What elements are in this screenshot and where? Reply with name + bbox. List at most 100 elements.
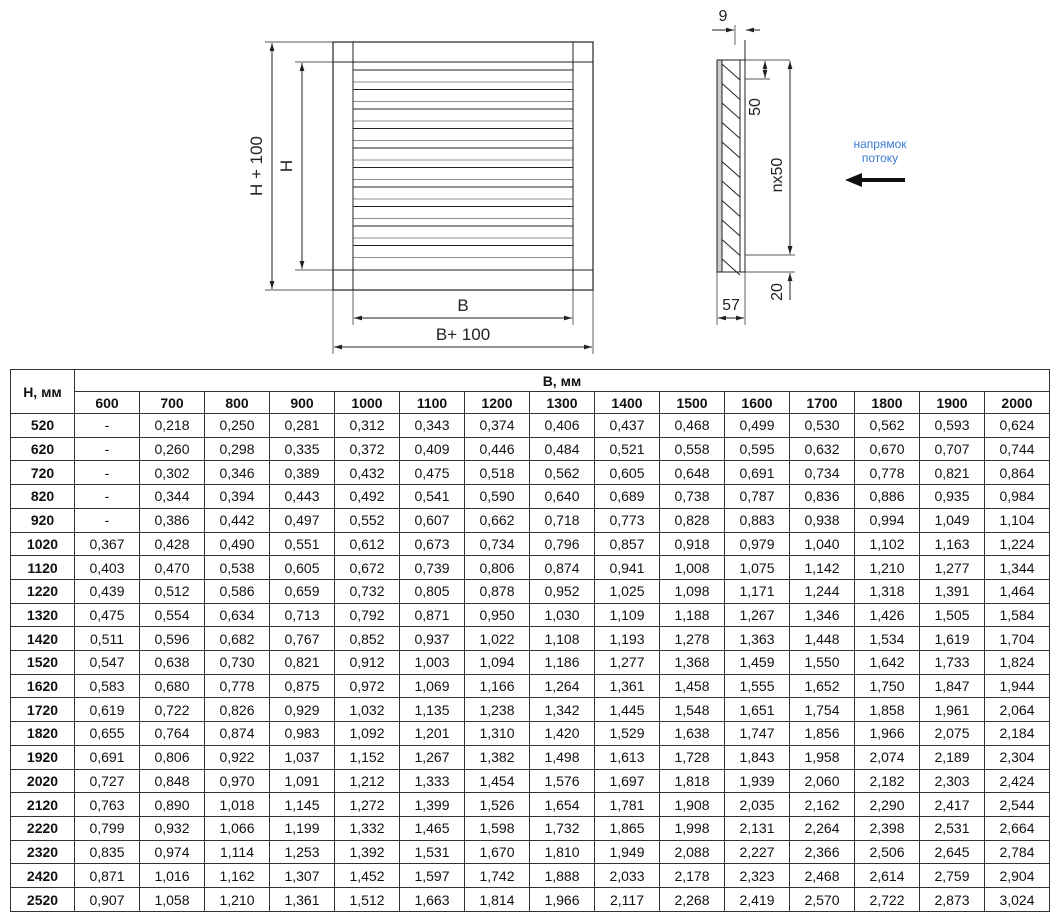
table-cell: 0,787 [724, 484, 790, 509]
table-cell: 1,346 [789, 602, 855, 628]
table-cell: 0,302 [139, 460, 205, 486]
row-label: 2120 [10, 792, 75, 817]
table-cell: 0,552 [334, 507, 400, 533]
table-cell: 1,728 [659, 744, 725, 770]
table-cell: 0,428 [139, 531, 205, 557]
table-cell: 2,162 [789, 792, 855, 817]
table-cell: 2,873 [919, 887, 985, 912]
table-cell: 0,864 [984, 460, 1050, 486]
table-cell: 0,826 [204, 697, 270, 723]
table-cell: 0,409 [399, 436, 465, 462]
table-cell: 0,386 [139, 507, 205, 533]
table-cell: 2,290 [854, 792, 920, 817]
table-cell: 1,244 [789, 578, 855, 604]
row-label: 520 [10, 413, 75, 438]
table-cell: 0,468 [659, 413, 725, 438]
louver [721, 258, 741, 276]
dimension-label: H [277, 160, 296, 172]
table-cell: 0,972 [334, 673, 400, 699]
table-cell: 0,857 [594, 531, 660, 557]
table-cell: 0,713 [269, 602, 335, 628]
flow-arrow [845, 173, 905, 187]
table-cell: 0,312 [334, 413, 400, 438]
table-cell: - [74, 436, 140, 462]
table-row: 2120 0,763 0,890 1,018 1,145 1,272 1,399 1,526 1… [10, 792, 1050, 817]
table-cell: 1,277 [594, 650, 660, 675]
table-cell: 1,030 [529, 602, 595, 628]
table-cell: 1,584 [984, 602, 1050, 628]
table-cell: 0,907 [74, 887, 140, 912]
dimension-label: 20 [769, 283, 786, 301]
table-cell: 1,888 [529, 863, 595, 889]
row-label: 2220 [10, 815, 75, 841]
table-cell: 0,406 [529, 413, 595, 438]
table-row: 620-0,260 0,298 0,335 0,372 0,409 0,446 0,484 0… [10, 436, 1050, 462]
table-cell: 1,619 [919, 626, 985, 652]
row-label: 820 [10, 484, 75, 509]
table-cell: 1,856 [789, 721, 855, 746]
table-cell: 2,468 [789, 863, 855, 889]
table-cell: 0,952 [529, 578, 595, 604]
dimension-label: 50 [747, 98, 764, 116]
table-cell: 0,929 [269, 697, 335, 723]
table-cell: 2,060 [789, 768, 855, 794]
table-row: 720-0,302 0,346 0,389 0,432 0,475 0,518 0,562 0… [10, 460, 1050, 486]
louver [721, 161, 741, 178]
dimension-label: H + 100 [247, 136, 266, 196]
table-cell: 0,484 [529, 436, 595, 462]
row-label: 2020 [10, 768, 75, 794]
column-label: 1200 [464, 391, 530, 414]
table-cell: 1,114 [204, 839, 270, 865]
table-cell: 0,596 [139, 626, 205, 652]
table-cell: 0,672 [334, 555, 400, 580]
table-cell: 0,446 [464, 436, 530, 462]
dimension-label: B+ 100 [436, 325, 490, 344]
table-cell: 1,238 [464, 697, 530, 723]
table-row: 520-0,218 0,250 0,281 0,312 0,343 0,374 0,406 0… [10, 413, 1050, 438]
column-label: 1100 [399, 391, 465, 414]
table-cell: 1,555 [724, 673, 790, 699]
table-cell: 0,950 [464, 602, 530, 628]
table-cell: 1,670 [464, 839, 530, 865]
table-cell: 1,638 [659, 721, 725, 746]
table-cell: 2,366 [789, 839, 855, 865]
header-row: H, мм B, мм [10, 369, 1050, 414]
table-cell: 0,586 [204, 578, 270, 604]
table-cell: 1,391 [919, 578, 985, 604]
column-label: 1700 [789, 391, 855, 414]
table-cell: 0,852 [334, 626, 400, 652]
table-cell: 1,810 [529, 839, 595, 865]
table-cell: 0,738 [659, 484, 725, 509]
table-cell: 2,131 [724, 815, 790, 841]
table-cell: 1,663 [399, 887, 465, 912]
column-label: 1800 [854, 391, 920, 414]
table-cell: 1,109 [594, 602, 660, 628]
table-cell: 0,871 [399, 602, 465, 628]
row-label: 1620 [10, 673, 75, 699]
row-label: 1520 [10, 650, 75, 675]
table-cell: 0,439 [74, 578, 140, 604]
table-cell: 1,307 [269, 863, 335, 889]
table-cell: 0,512 [139, 578, 205, 604]
table-row: 1720 0,619 0,722 0,826 0,929 1,032 1,135 1,238 1… [10, 697, 1050, 723]
table-cell: 0,970 [204, 768, 270, 794]
table-cell: 1,188 [659, 602, 725, 628]
table-cell: 2,419 [724, 887, 790, 912]
table-cell: 0,492 [334, 484, 400, 509]
table-cell: 0,281 [269, 413, 335, 438]
table-row: 820-0,344 0,394 0,443 0,492 0,541 0,590 0,640 0… [10, 484, 1050, 509]
table-cell: 1,162 [204, 863, 270, 889]
table-row: 1620 0,583 0,680 0,778 0,875 0,972 1,069 1,166 1… [10, 673, 1050, 699]
table-cell: 0,595 [724, 436, 790, 462]
table-cell: 2,075 [919, 721, 985, 746]
table-cell: 2,264 [789, 815, 855, 841]
table-cell: 1,465 [399, 815, 465, 841]
table-cell: 1,186 [529, 650, 595, 675]
table-cell: 1,108 [529, 626, 595, 652]
table-cell: 1,310 [464, 721, 530, 746]
table-cell: 1,264 [529, 673, 595, 699]
table-cell: 2,323 [724, 863, 790, 889]
table-cell: 0,875 [269, 673, 335, 699]
row-label: 1320 [10, 602, 75, 628]
table-row: 920-0,386 0,442 0,497 0,552 0,607 0,662 0,718 0… [10, 507, 1050, 533]
